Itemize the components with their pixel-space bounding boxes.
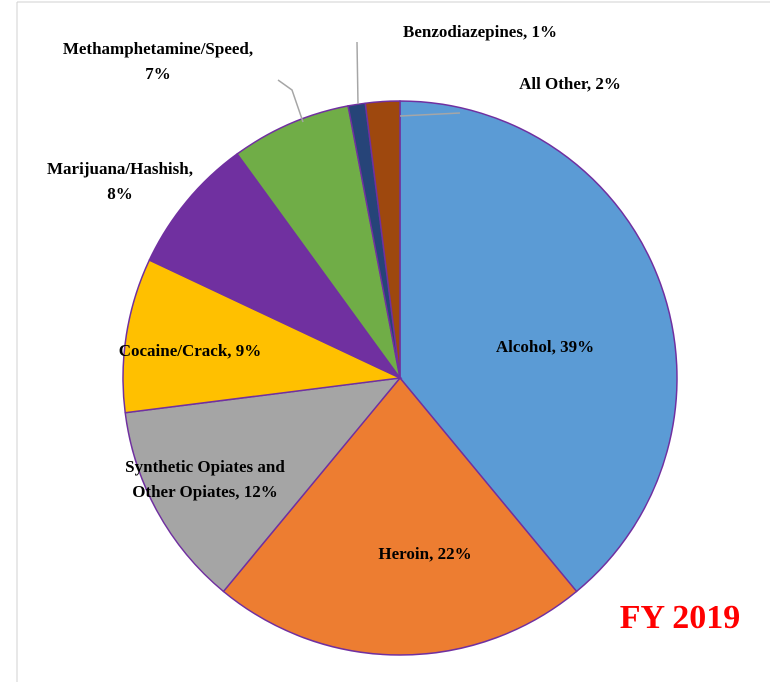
annotation: FY 2019 — [620, 599, 741, 636]
pie-slice — [364, 100, 401, 379]
pie-slice — [236, 105, 401, 379]
pie-slice — [124, 377, 402, 593]
slices — [122, 100, 678, 656]
data-label: Synthetic Opiates and — [125, 457, 285, 476]
data-label: Alcohol, 39% — [496, 337, 594, 356]
data-label: All Other, 2% — [519, 74, 621, 93]
data-label: Heroin, 22% — [378, 544, 471, 563]
data-label: Marijuana/Hashish, — [47, 159, 193, 178]
data-label: 8% — [107, 184, 133, 203]
data-label: Cocaine/Crack, 9% — [119, 341, 262, 360]
leader-line — [277, 79, 304, 123]
pie-slice — [122, 259, 403, 414]
data-label: Other Opiates, 12% — [132, 482, 278, 501]
data-label: Methamphetamine/Speed, — [63, 39, 253, 58]
pie-slice — [222, 376, 578, 656]
leader-line — [399, 112, 461, 117]
data-label: 7% — [145, 64, 171, 83]
data-label: Benzodiazepines, 1% — [403, 22, 557, 41]
pie-slice — [399, 100, 678, 593]
leader-line — [356, 41, 359, 105]
pie-slice — [148, 152, 401, 379]
